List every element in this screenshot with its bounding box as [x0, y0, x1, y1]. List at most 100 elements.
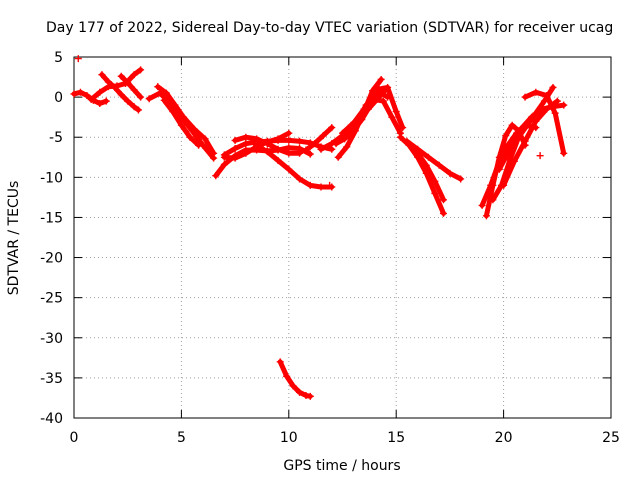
data-point: [414, 149, 422, 157]
series-arc-21: [404, 138, 464, 182]
data-point: [296, 149, 304, 157]
data-point: [487, 181, 495, 189]
data-point: [508, 121, 516, 129]
data-point: [532, 117, 540, 125]
data-point: [500, 181, 508, 189]
y-axis: -40 -35 -30 -25 -20 -15 -10 -5 0 5: [40, 50, 611, 427]
x-tick-label: 5: [177, 430, 186, 446]
data-point: [317, 145, 325, 153]
data-point: [137, 93, 145, 101]
data-point: [231, 144, 239, 152]
data-point: [160, 96, 168, 104]
data-point: [190, 125, 198, 133]
data-point: [560, 101, 568, 109]
data-point: [276, 358, 284, 366]
data-point: [253, 141, 261, 149]
y-tick-label: 0: [54, 90, 63, 106]
series-arc-6: [155, 84, 217, 156]
data-point: [102, 97, 110, 105]
data-point: [339, 129, 346, 137]
data-point: [242, 133, 250, 141]
data-point: [343, 143, 351, 151]
isolated-point: [326, 181, 334, 189]
data-point: [334, 153, 342, 161]
data-point: [253, 135, 261, 143]
series-arc-19: [340, 87, 388, 136]
data-point: [521, 93, 529, 101]
data-point: [302, 146, 310, 154]
data-point: [431, 177, 439, 185]
data-point: [220, 153, 228, 161]
data-point: [283, 372, 291, 380]
data-point: [319, 132, 327, 140]
x-tick-label: 15: [387, 430, 405, 446]
x-axis-label: GPS time / hours: [283, 458, 400, 474]
data-point: [435, 161, 443, 169]
data-point: [83, 92, 91, 100]
data-point: [364, 105, 372, 113]
data-point: [306, 392, 314, 400]
data-point: [560, 149, 568, 157]
data-point: [96, 100, 104, 108]
data-point: [117, 72, 125, 80]
data-point: [263, 148, 271, 156]
data-point: [145, 95, 153, 103]
data-point: [510, 157, 518, 165]
data-point: [392, 108, 400, 116]
data-point: [517, 125, 525, 133]
y-tick-label: -40: [40, 411, 63, 427]
chart-title: Day 177 of 2022, Sidereal Day-to-day VTE…: [46, 20, 613, 36]
data-point: [384, 93, 392, 101]
data-point: [296, 175, 304, 183]
x-tick-label: 10: [280, 430, 298, 446]
data-point: [212, 172, 220, 180]
isolated-point: [74, 55, 82, 63]
data-point: [180, 113, 188, 121]
data-point: [403, 137, 411, 145]
data-point: [332, 140, 340, 148]
data-point: [341, 135, 349, 143]
data-point: [553, 97, 561, 105]
data-point: [104, 83, 112, 91]
data-point: [296, 137, 304, 145]
data-point: [431, 189, 439, 197]
y-tick-label: -15: [40, 210, 63, 226]
data-point: [285, 136, 293, 144]
data-point: [201, 135, 209, 143]
x-axis: 0 5 10 15 20 25: [70, 57, 620, 446]
series-arc-13: [303, 125, 335, 153]
data-point: [87, 96, 95, 104]
x-tick-label: 0: [70, 430, 79, 446]
data-point: [285, 129, 293, 137]
data-point: [154, 83, 162, 91]
y-tick-label: -5: [49, 130, 63, 146]
data-point: [137, 66, 145, 74]
data-point: [521, 137, 529, 145]
data-point: [231, 154, 239, 162]
data-point: [328, 124, 336, 132]
data-point: [231, 136, 239, 144]
y-tick-label: -20: [40, 251, 63, 267]
data-point: [439, 196, 447, 204]
data-point: [538, 105, 546, 113]
data-point: [169, 108, 177, 116]
data-point: [317, 183, 325, 191]
data-point: [306, 150, 314, 158]
data-point: [171, 101, 179, 109]
data-point: [130, 71, 138, 79]
data-point: [274, 135, 282, 143]
data-point: [424, 153, 432, 161]
data-point: [379, 97, 387, 105]
x-tick-label: 25: [602, 430, 620, 446]
data-point: [377, 75, 385, 83]
data-point: [457, 175, 465, 183]
data-point: [263, 138, 271, 146]
data-point: [549, 83, 557, 91]
data-point: [220, 160, 228, 168]
data-point: [98, 71, 106, 79]
data-point: [274, 156, 282, 164]
data-point: [242, 140, 250, 148]
data-point: [76, 88, 84, 96]
data-point: [124, 97, 132, 105]
